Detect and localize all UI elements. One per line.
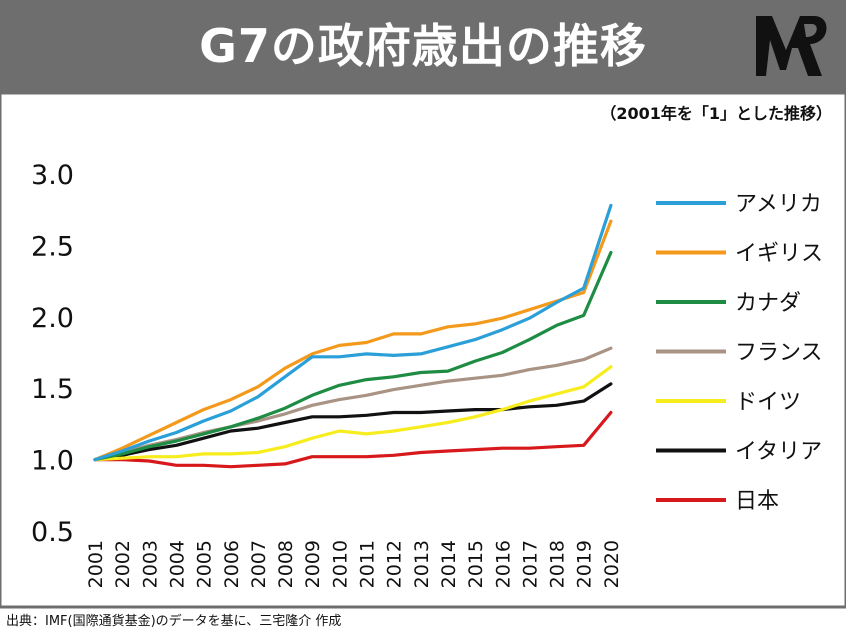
x-tick-label: 2010 [329,540,351,588]
x-tick-label: 2006 [221,540,243,588]
legend-label: 日本 [735,489,779,514]
source-note: 出典：IMF(国際通貨基金)のデータを基に、三宅隆介 作成 [6,614,342,629]
legend-label: カナダ [735,291,801,316]
x-tick-label: 2013 [411,540,433,588]
x-tick-label: 2001 [85,540,107,588]
x-tick-label: 2008 [275,540,297,588]
series-line [93,382,613,462]
x-tick-label: 2018 [547,540,569,588]
x-tick-label: 2002 [112,540,134,588]
legend-label: アメリカ [735,192,822,217]
x-tick-label: 2003 [139,540,161,588]
legend-label: ドイツ [735,390,801,415]
series-line [93,219,613,462]
legend-label: イタリア [735,440,822,465]
series-line [93,410,613,469]
y-tick-label: 2.5 [31,231,74,262]
x-tick-label: 2019 [574,540,596,588]
x-tick-label: 2011 [357,540,379,588]
series-line [93,203,613,462]
logo-icon [756,16,827,76]
y-tick-label: 0.5 [31,517,74,548]
x-tick-label: 2014 [438,540,460,588]
x-tick-label: 2016 [492,540,514,588]
x-tick-label: 2012 [384,540,406,588]
x-tick-label: 2020 [601,540,623,588]
x-tick-label: 2009 [302,540,324,588]
x-tick-label: 2004 [166,540,188,588]
header-bar [0,0,846,93]
x-tick-label: 2007 [248,540,270,588]
series-line [93,365,613,462]
y-tick-label: 2.0 [31,303,74,334]
x-tick-label: 2005 [194,540,216,588]
x-tick-label: 2017 [519,540,541,588]
legend-label: イギリス [735,242,823,267]
y-tick-label: 3.0 [31,160,74,191]
chart-note: （2001年を「1」とした推移） [600,104,832,123]
x-tick-label: 2015 [465,540,487,588]
series-line [93,250,613,462]
y-tick-label: 1.0 [31,446,74,477]
page-title: G7の政府歳出の推移 [199,19,647,73]
y-tick-label: 1.5 [31,374,74,405]
legend-label: フランス [735,341,823,366]
